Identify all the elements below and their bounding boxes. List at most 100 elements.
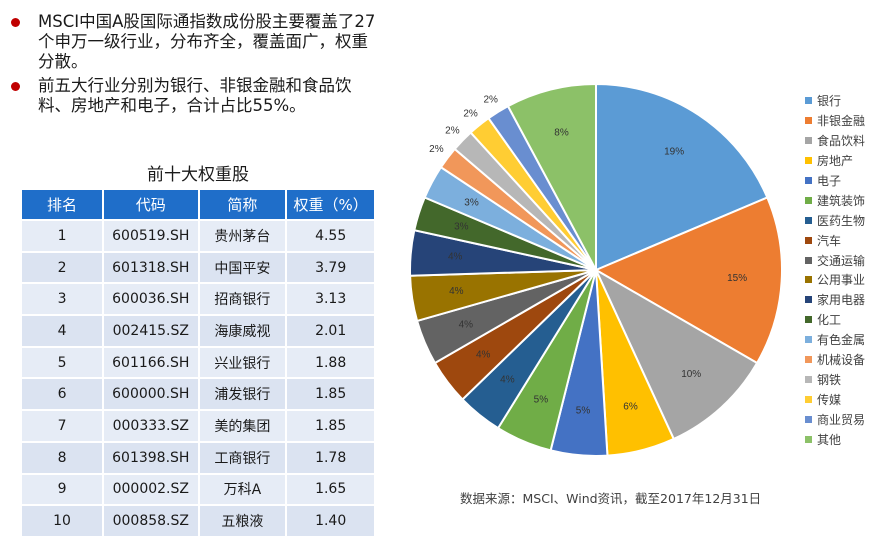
pie-data-label-6: 4% bbox=[500, 375, 515, 386]
legend-item-1: 非银金融 bbox=[805, 111, 865, 131]
cell-rank: 6 bbox=[22, 377, 105, 411]
legend-swatch bbox=[805, 157, 812, 165]
pie-data-label-14: 2% bbox=[445, 125, 460, 136]
legend-label: 化工 bbox=[817, 313, 842, 328]
pie-data-label-5: 5% bbox=[534, 395, 549, 406]
table-row: 5 601166.SH 兴业银行 1.88 bbox=[22, 345, 374, 379]
legend-swatch bbox=[805, 256, 812, 264]
cell-weight: 1.85 bbox=[286, 409, 374, 442]
summary-bullets: MSCI中国A股国际通指数成份股主要覆盖了27个申万一级行业，分布齐全，覆盖面广… bbox=[8, 12, 378, 120]
cell-code: 600519.SH bbox=[103, 219, 200, 252]
cell-rank: 4 bbox=[22, 314, 105, 347]
legend-swatch bbox=[805, 415, 812, 423]
cell-weight: 3.79 bbox=[286, 250, 374, 284]
cell-code: 601166.SH bbox=[103, 345, 200, 379]
pie-data-label-8: 4% bbox=[459, 320, 474, 331]
cell-weight: 1.78 bbox=[286, 440, 374, 474]
legend-label: 医药生物 bbox=[817, 213, 866, 228]
legend-item-2: 食品饮料 bbox=[805, 131, 865, 151]
pie-data-label-12: 3% bbox=[464, 198, 479, 209]
cell-weight: 4.55 bbox=[286, 219, 374, 252]
pie-data-label-13: 2% bbox=[429, 144, 444, 155]
cell-code: 600000.SH bbox=[103, 377, 200, 411]
cell-name: 贵州茅台 bbox=[198, 219, 288, 252]
table-header-row: 排名 代码 简称 权重（%） bbox=[22, 190, 374, 220]
cell-rank: 2 bbox=[22, 250, 105, 284]
pie-data-label-17: 8% bbox=[554, 127, 569, 138]
pie-data-label-15: 2% bbox=[463, 109, 478, 120]
header-name: 简称 bbox=[198, 190, 288, 220]
pie-legend: 银行 非银金融 食品饮料 房地产 电子 建筑装饰 医药生物 汽车 交通运输 公用事业 家用电器 化工有… bbox=[805, 91, 865, 449]
cell-code: 002415.SZ bbox=[103, 314, 200, 347]
legend-item-16: 商业贸易 bbox=[805, 409, 865, 429]
pie-data-label-2: 10% bbox=[681, 369, 701, 380]
bullet-dot-icon bbox=[11, 82, 20, 91]
table-row: 1 600519.SH 贵州茅台 4.55 bbox=[22, 219, 374, 252]
legend-label: 机械设备 bbox=[817, 353, 866, 368]
legend-item-13: 机械设备 bbox=[805, 350, 865, 370]
cell-code: 000333.SZ bbox=[103, 409, 200, 442]
legend-swatch bbox=[805, 137, 812, 145]
cell-rank: 3 bbox=[22, 282, 105, 316]
bullet-2-text: 前五大行业分别为银行、非银金融和食品饮料、房地产和电子，合计占比55%。 bbox=[38, 76, 352, 115]
cell-code: 000002.SZ bbox=[103, 472, 200, 506]
header-weight: 权重（%） bbox=[286, 190, 374, 220]
legend-label: 交通运输 bbox=[817, 253, 866, 268]
header-code: 代码 bbox=[103, 190, 200, 220]
legend-label: 商业贸易 bbox=[817, 412, 866, 427]
table-row: 8 601398.SH 工商银行 1.78 bbox=[22, 440, 374, 474]
legend-swatch bbox=[805, 336, 812, 344]
top-ten-table: 排名 代码 简称 权重（%） 1 600519.SH 贵州茅台 4.55 2 60131… bbox=[22, 190, 374, 536]
bullet-dot-icon bbox=[11, 18, 20, 27]
cell-name: 工商银行 bbox=[198, 440, 288, 474]
table-row: 2 601318.SH 中国平安 3.79 bbox=[22, 250, 374, 284]
legend-swatch bbox=[805, 236, 812, 244]
table-row: 7 000333.SZ 美的集团 1.85 bbox=[22, 409, 374, 442]
pie-slice-2 bbox=[593, 267, 759, 441]
table-title: 前十大权重股 bbox=[147, 165, 249, 185]
bullet-1: MSCI中国A股国际通指数成份股主要覆盖了27个申万一级行业，分布齐全，覆盖面广… bbox=[8, 12, 378, 72]
legend-label: 房地产 bbox=[817, 154, 854, 169]
table-row: 3 600036.SH 招商银行 3.13 bbox=[22, 282, 374, 316]
cell-rank: 10 bbox=[22, 504, 105, 536]
legend-item-5: 建筑装饰 bbox=[805, 190, 865, 210]
header-rank: 排名 bbox=[22, 190, 105, 220]
pie-data-label-3: 6% bbox=[623, 402, 638, 413]
cell-code: 600036.SH bbox=[103, 282, 200, 316]
legend-label: 公用事业 bbox=[817, 273, 866, 288]
cell-weight: 2.01 bbox=[286, 314, 374, 347]
legend-label: 家用电器 bbox=[817, 293, 866, 308]
pie-data-label-1: 15% bbox=[727, 273, 747, 284]
cell-name: 浦发银行 bbox=[198, 377, 288, 411]
legend-label: 银行 bbox=[817, 94, 842, 109]
table-row: 9 000002.SZ 万科A 1.65 bbox=[22, 472, 374, 506]
legend-swatch bbox=[805, 395, 812, 403]
cell-name: 五粮液 bbox=[198, 504, 288, 536]
pie-slice-0 bbox=[595, 82, 769, 272]
legend-swatch bbox=[805, 117, 812, 125]
legend-item-6: 医药生物 bbox=[805, 210, 865, 230]
cell-rank: 1 bbox=[22, 219, 105, 252]
legend-label: 传媒 bbox=[817, 392, 842, 407]
legend-label: 其他 bbox=[817, 432, 842, 447]
industry-pie-chart: 19%15%10%6%5%5%4%4%4%4%4%3%3%2%2%2%2%8% bbox=[409, 82, 783, 457]
legend-item-17: 其他 bbox=[805, 429, 865, 449]
table-row: 10 000858.SZ 五粮液 1.40 bbox=[22, 504, 374, 536]
legend-swatch bbox=[805, 356, 812, 364]
legend-item-0: 银行 bbox=[805, 91, 865, 111]
pie-data-label-11: 3% bbox=[454, 222, 469, 233]
legend-label: 有色金属 bbox=[817, 333, 866, 348]
cell-weight: 3.13 bbox=[286, 282, 374, 316]
cell-name: 中国平安 bbox=[198, 250, 288, 284]
bullet-2: 前五大行业分别为银行、非银金融和食品饮料、房地产和电子，合计占比55%。 bbox=[8, 76, 378, 116]
pie-slice-17 bbox=[506, 82, 597, 271]
cell-code: 601398.SH bbox=[103, 440, 200, 474]
cell-rank: 5 bbox=[22, 345, 105, 379]
legend-label: 非银金融 bbox=[817, 114, 866, 129]
legend-label: 钢铁 bbox=[817, 372, 842, 387]
legend-swatch bbox=[805, 276, 812, 284]
cell-name: 兴业银行 bbox=[198, 345, 288, 379]
pie-data-label-4: 5% bbox=[576, 405, 591, 416]
cell-weight: 1.40 bbox=[286, 504, 374, 536]
pie-data-label-7: 4% bbox=[476, 350, 491, 361]
